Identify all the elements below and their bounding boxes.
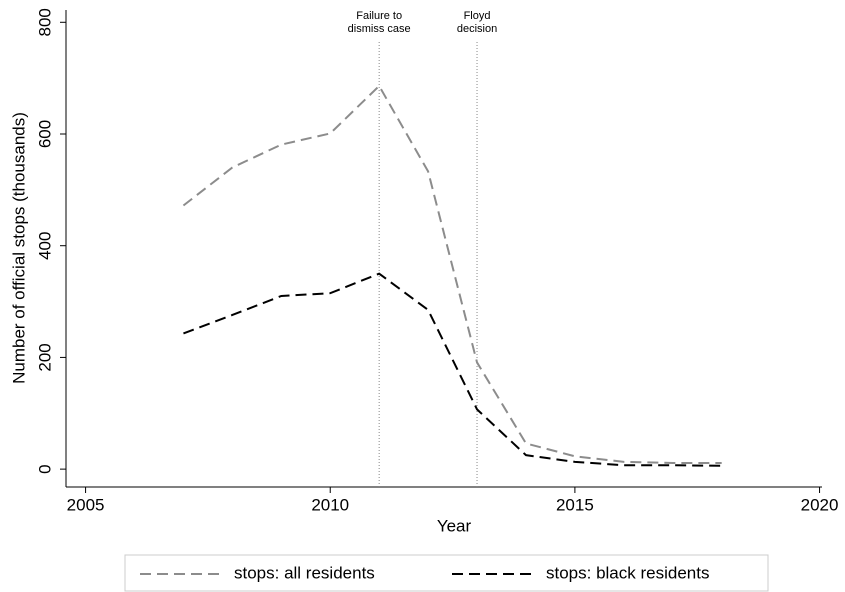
legend-label: stops: black residents [546, 563, 709, 582]
annotation: Floyd [464, 10, 491, 22]
annotation: Failure to [356, 10, 402, 22]
y-axis-label: Number of official stops (thousands) [9, 112, 28, 384]
x-tick-label: 2020 [801, 495, 839, 514]
y-tick-label: 800 [35, 8, 54, 36]
x-tick-label: 2005 [67, 495, 105, 514]
y-tick-label: 600 [35, 120, 54, 148]
x-axis-label: Year [437, 516, 472, 535]
series-line [183, 272, 722, 467]
series-line [182, 84, 722, 464]
y-tick-label: 200 [35, 343, 54, 371]
annotation: decision [457, 23, 497, 35]
x-tick-label: 2015 [556, 495, 594, 514]
legend-label: stops: all residents [234, 563, 375, 582]
legend-box [124, 554, 769, 592]
y-tick-label: 0 [35, 464, 54, 473]
annotation: dismiss case [348, 23, 411, 35]
y-tick-label: 400 [35, 232, 54, 260]
x-tick-label: 2010 [311, 495, 349, 514]
